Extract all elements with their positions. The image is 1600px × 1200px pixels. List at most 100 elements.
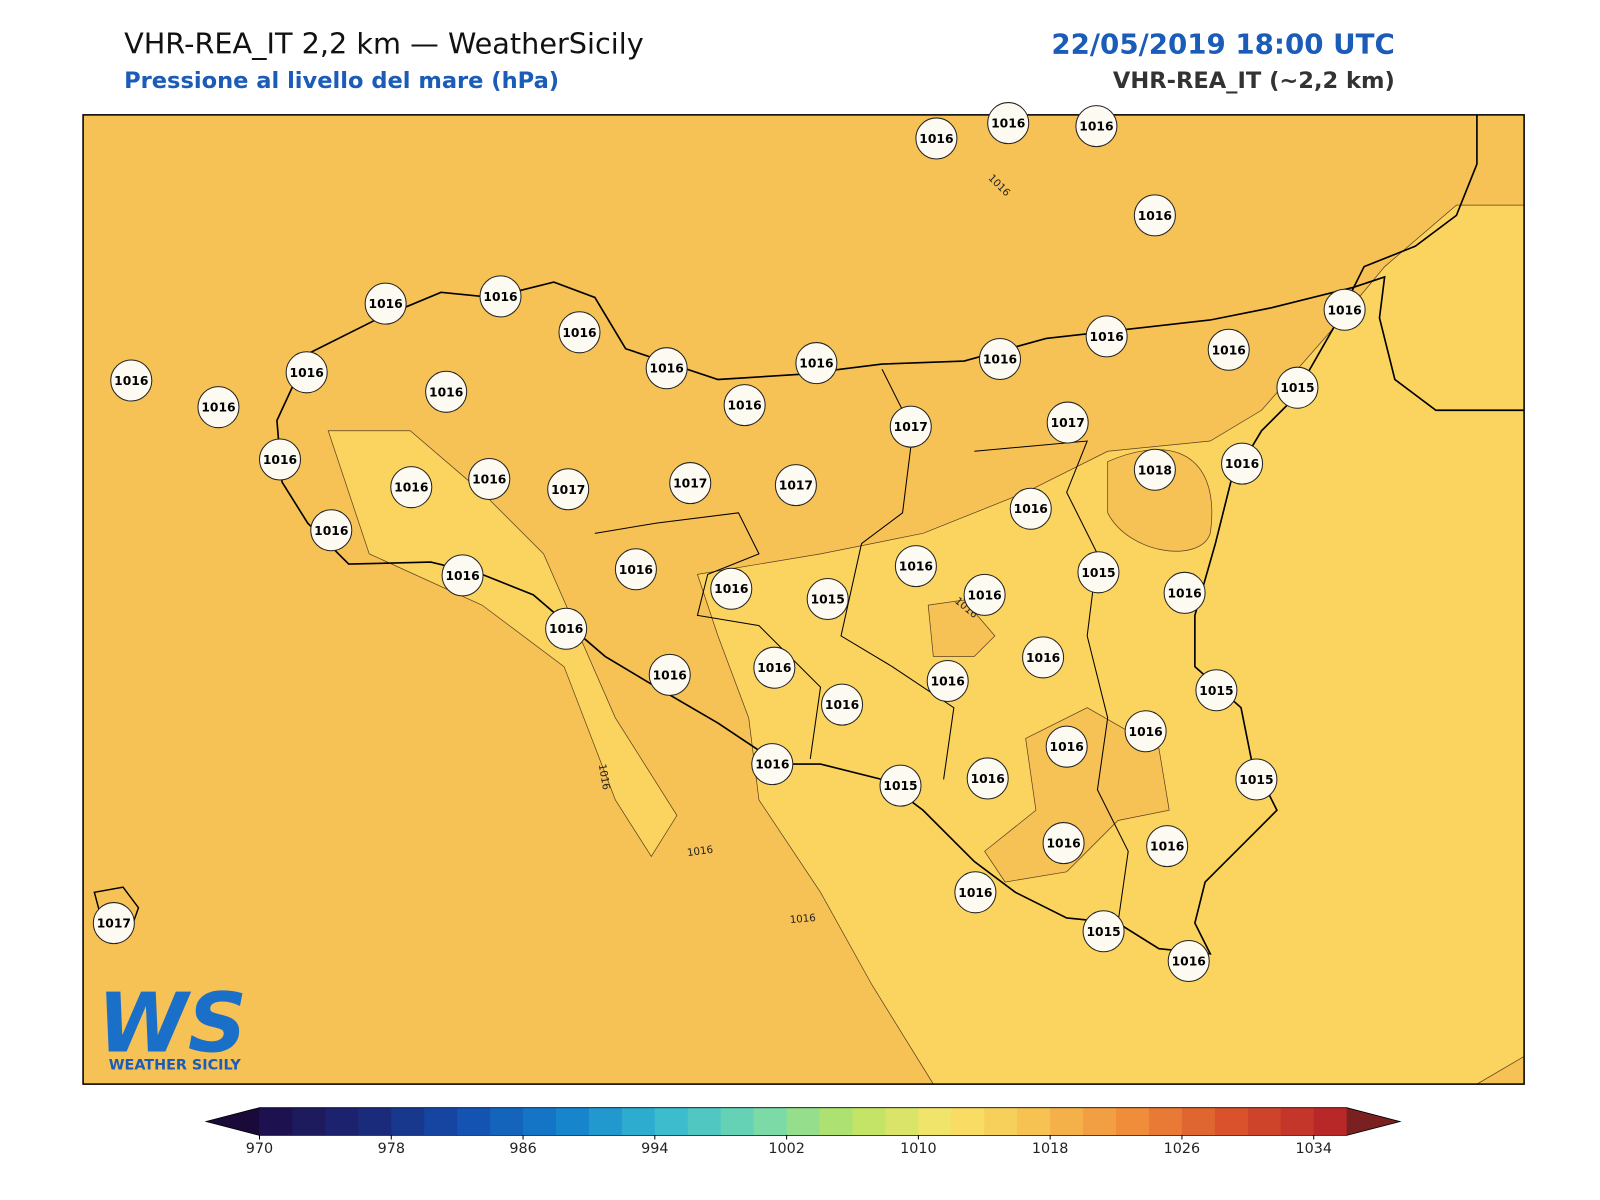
station-marker xyxy=(1133,194,1176,237)
coastline xyxy=(1352,114,1525,412)
station-value: 1017 xyxy=(673,477,707,491)
field xyxy=(696,204,1525,1085)
station-value: 1016 xyxy=(799,357,833,371)
station-marker xyxy=(425,370,468,413)
station-value: 1016 xyxy=(290,366,324,380)
colorbar-box xyxy=(1017,1107,1051,1136)
station-marker xyxy=(821,683,864,726)
colorbar-box xyxy=(1050,1107,1084,1136)
station: 1016 xyxy=(1146,825,1189,868)
colorbar-under xyxy=(206,1107,260,1136)
station: 1016 xyxy=(821,683,864,726)
station-marker xyxy=(1167,940,1210,983)
station-marker xyxy=(795,342,838,385)
colorbar-box xyxy=(720,1107,755,1136)
station-marker xyxy=(1045,725,1088,768)
station-value: 1016 xyxy=(1225,457,1259,471)
station: 1016 xyxy=(1022,636,1065,679)
station-value: 1016 xyxy=(1079,120,1113,134)
station-value: 1016 xyxy=(1014,502,1048,516)
station-value: 1016 xyxy=(931,675,965,689)
station: 1015 xyxy=(806,577,849,620)
station: 1016 xyxy=(425,370,468,413)
colorbar-over xyxy=(1346,1107,1400,1136)
map-frame xyxy=(82,114,1525,1085)
colorbar-box xyxy=(259,1107,293,1136)
station-value: 1016 xyxy=(1138,209,1172,223)
station-value: 1015 xyxy=(1199,684,1233,698)
station: 1016 xyxy=(441,554,484,597)
station-value: 1015 xyxy=(1081,566,1115,580)
colorbar-outline xyxy=(204,1107,1402,1136)
station-marker xyxy=(753,646,796,689)
logo-name: WEATHER SICILY xyxy=(109,1058,242,1074)
station-value: 1016 xyxy=(727,399,761,413)
station-marker xyxy=(310,509,353,552)
station-marker xyxy=(197,386,240,429)
station-value: 1016 xyxy=(1050,740,1084,754)
station: 1016 xyxy=(645,347,688,390)
field xyxy=(1107,449,1213,552)
station-value: 1017 xyxy=(779,479,813,493)
station-marker xyxy=(978,337,1022,380)
colorbar-box xyxy=(1214,1107,1249,1136)
station-value: 1015 xyxy=(883,779,917,793)
station: 1015 xyxy=(1235,758,1278,801)
station-marker xyxy=(558,311,601,354)
colorbar-box xyxy=(654,1107,689,1136)
colorbar-box xyxy=(490,1107,524,1136)
station: 1016 xyxy=(468,457,511,500)
colorbar-box xyxy=(819,1107,854,1136)
colorbar-box xyxy=(555,1107,590,1136)
station: 1016 xyxy=(978,337,1022,380)
station-value: 1016 xyxy=(919,132,953,146)
map xyxy=(83,114,1525,1085)
station: 1016 xyxy=(963,573,1006,616)
colorbar-box xyxy=(292,1107,326,1136)
station-value: 1016 xyxy=(1212,343,1246,357)
station: 1016 xyxy=(1009,487,1052,530)
station: 1016 xyxy=(545,607,588,650)
station: 1016 xyxy=(1323,288,1366,331)
station: 1016 xyxy=(954,871,997,914)
station-marker xyxy=(645,347,688,390)
station-value: 1016 xyxy=(971,772,1005,786)
date: 22/05/2019 18:00 UTC xyxy=(1051,27,1394,60)
station-value: 1016 xyxy=(314,524,348,538)
station-marker xyxy=(1009,487,1052,530)
station: 1016 xyxy=(926,660,969,703)
station-marker xyxy=(110,359,153,402)
station: 1015 xyxy=(1082,910,1125,953)
station-value: 1016 xyxy=(1046,837,1080,851)
station-value: 1016 xyxy=(549,622,583,636)
station: 1016 xyxy=(1221,442,1264,485)
colorbar-box xyxy=(984,1107,1018,1136)
station-marker xyxy=(390,466,433,509)
station: 1016 xyxy=(614,548,657,591)
station: 1016 xyxy=(751,743,794,786)
station-value: 1016 xyxy=(958,886,992,900)
colorbar-box xyxy=(885,1107,919,1136)
station: 1016 xyxy=(110,359,153,402)
station-value: 1018 xyxy=(1138,463,1172,477)
station-marker xyxy=(285,351,328,394)
colorbar-box xyxy=(951,1107,985,1136)
station: 1016 xyxy=(258,438,302,481)
station: 1017 xyxy=(547,468,590,511)
station-marker xyxy=(1124,710,1167,753)
station-marker xyxy=(1195,669,1238,712)
station-value: 1015 xyxy=(1280,381,1314,395)
station-value: 1016 xyxy=(1327,303,1361,317)
station-marker xyxy=(1163,571,1206,614)
station-marker xyxy=(954,871,997,914)
station: 1016 xyxy=(197,386,240,429)
station: 1016 xyxy=(723,384,766,427)
colorbar-box xyxy=(1116,1107,1150,1136)
station-marker xyxy=(926,660,969,703)
station-marker xyxy=(710,567,753,610)
station-value: 1016 xyxy=(967,588,1001,602)
station: 1016 xyxy=(1207,328,1250,371)
station-value: 1017 xyxy=(97,917,131,931)
colorbar-tick-label: 978 xyxy=(378,1141,405,1157)
station: 1016 xyxy=(390,466,433,509)
